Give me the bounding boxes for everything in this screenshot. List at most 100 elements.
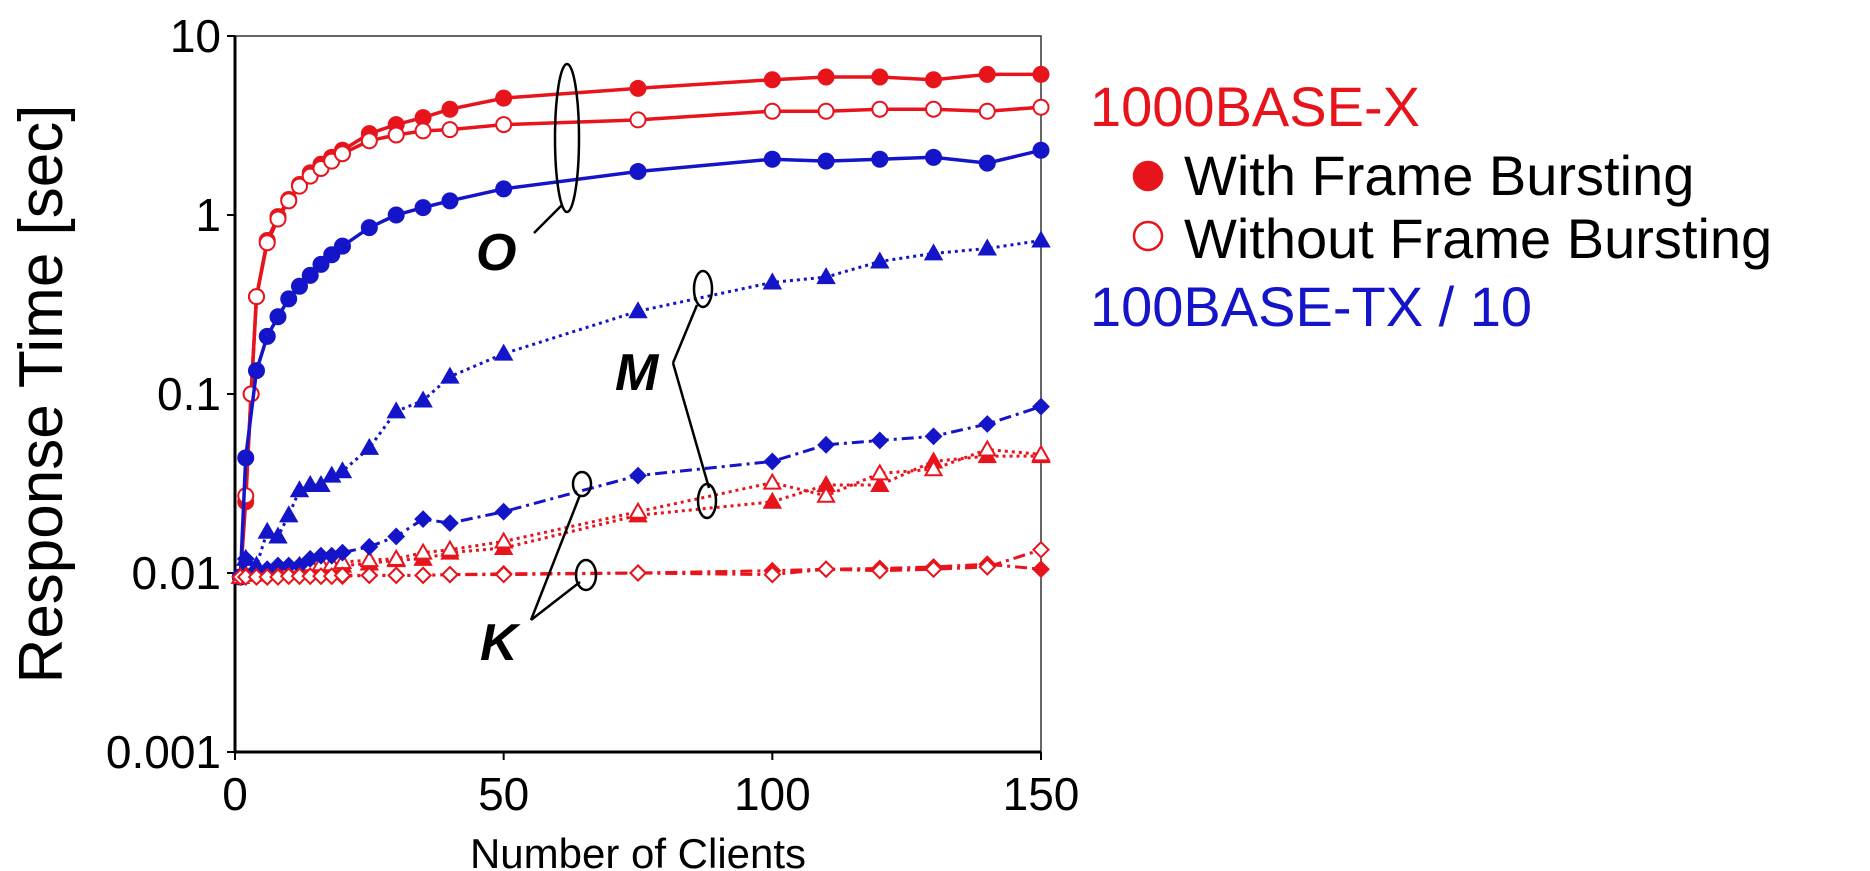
data-point-diamond bbox=[763, 452, 782, 471]
annotation-label-K: K bbox=[480, 614, 521, 672]
data-point-circle bbox=[763, 102, 781, 120]
legend-group-1000base-x: 1000BASE-X bbox=[1090, 75, 1420, 138]
data-point-circle bbox=[817, 152, 835, 170]
data-point-diamond bbox=[629, 564, 647, 582]
data-point-diamond bbox=[817, 435, 835, 454]
data-point-diamond bbox=[387, 527, 406, 546]
data-point-circle bbox=[1032, 65, 1050, 83]
annotation-label-M: M bbox=[615, 344, 660, 402]
data-point-circle bbox=[629, 79, 647, 97]
data-point-triangle bbox=[386, 548, 406, 566]
data-point-circle bbox=[925, 148, 943, 166]
data-point-circle bbox=[237, 449, 255, 467]
data-point-circle bbox=[629, 162, 647, 180]
data-point-circle bbox=[871, 150, 889, 168]
y-axis-title: Response Time [sec] bbox=[7, 105, 76, 684]
data-point-circle bbox=[312, 255, 330, 273]
data-point-circle bbox=[763, 150, 781, 168]
legend-with-frame-bursting: With Frame Bursting bbox=[1184, 144, 1694, 207]
data-point-circle bbox=[280, 192, 298, 210]
data-point-circle bbox=[441, 100, 459, 118]
series-K-red-diamond-hollow bbox=[231, 540, 1050, 586]
series-O-blue-circle-filled bbox=[231, 141, 1050, 586]
y-axis-ticks: 0.001 0.01 0.1 1 10 bbox=[106, 10, 235, 778]
callout-leader-line bbox=[533, 204, 563, 234]
x-tick-label: 150 bbox=[1003, 768, 1080, 820]
data-point-diamond bbox=[763, 565, 782, 584]
data-point-diamond bbox=[1032, 540, 1050, 559]
y-tick-label: 0.1 bbox=[157, 368, 221, 420]
data-point-diamond bbox=[978, 415, 997, 433]
data-point-triangle bbox=[413, 542, 433, 560]
data-point-circle bbox=[925, 100, 943, 118]
data-point-circle bbox=[290, 177, 308, 195]
data-point-circle bbox=[269, 210, 287, 228]
data-point-diamond bbox=[441, 565, 459, 584]
data-point-diamond bbox=[629, 466, 647, 485]
callout-leader-line bbox=[529, 494, 582, 621]
data-point-triangle bbox=[870, 251, 890, 269]
x-axis-ticks: 0 50 100 150 bbox=[222, 752, 1079, 820]
data-point-circle bbox=[978, 65, 996, 83]
legend-hollow-circle-marker bbox=[1132, 220, 1164, 252]
legend-filled-circle-marker bbox=[1132, 160, 1164, 192]
data-point-triangle bbox=[628, 301, 648, 319]
series-K-blue-diamond-filled bbox=[231, 397, 1050, 586]
series-layer bbox=[230, 65, 1051, 586]
data-point-diamond bbox=[1032, 397, 1050, 416]
data-point-circle bbox=[247, 362, 265, 380]
data-point-triangle bbox=[493, 531, 514, 549]
data-point-circle bbox=[387, 206, 405, 224]
data-point-circle bbox=[323, 246, 341, 264]
data-point-triangle bbox=[977, 238, 997, 256]
data-point-circle bbox=[871, 100, 889, 118]
data-point-circle bbox=[301, 266, 319, 284]
data-point-triangle bbox=[311, 475, 331, 493]
data-point-diamond bbox=[360, 537, 379, 556]
data-point-circle bbox=[258, 234, 276, 252]
data-point-circle bbox=[360, 132, 378, 150]
data-point-circle bbox=[414, 199, 432, 217]
callout-leader-line bbox=[671, 362, 711, 489]
data-point-circle bbox=[290, 277, 308, 295]
data-point-circle bbox=[817, 102, 835, 120]
x-tick-label: 0 bbox=[222, 768, 248, 820]
data-point-triangle bbox=[762, 491, 783, 509]
data-point-triangle bbox=[762, 472, 783, 490]
data-point-diamond bbox=[236, 549, 255, 568]
data-point-circle bbox=[280, 290, 298, 308]
data-point-circle bbox=[495, 116, 513, 134]
data-point-circle bbox=[495, 180, 513, 198]
series-line bbox=[238, 105, 1042, 578]
data-point-diamond bbox=[360, 566, 379, 585]
series-line bbox=[238, 72, 1041, 578]
callout-ellipse bbox=[571, 470, 593, 498]
y-tick-label: 10 bbox=[170, 10, 221, 62]
data-point-circle bbox=[441, 192, 459, 210]
data-point-circle bbox=[978, 102, 996, 120]
data-point-triangle bbox=[279, 505, 299, 523]
series-O-red-circle-hollow bbox=[231, 98, 1050, 586]
data-point-diamond bbox=[870, 431, 889, 450]
legend-group-100base-tx: 100BASE-TX / 10 bbox=[1090, 275, 1532, 338]
data-point-triangle bbox=[870, 463, 890, 481]
x-tick-label: 50 bbox=[478, 768, 529, 820]
data-point-triangle bbox=[257, 521, 277, 539]
data-point-triangle bbox=[413, 390, 433, 408]
x-tick-label: 100 bbox=[734, 768, 811, 820]
data-point-circle bbox=[495, 89, 513, 107]
data-point-circle bbox=[925, 71, 943, 89]
data-point-diamond bbox=[924, 560, 943, 579]
data-point-circle bbox=[817, 68, 835, 86]
data-point-triangle bbox=[923, 459, 944, 477]
series-M-red-triangle-hollow bbox=[230, 439, 1051, 584]
data-point-triangle bbox=[332, 461, 353, 479]
data-point-diamond bbox=[333, 566, 352, 585]
data-point-circle bbox=[258, 327, 276, 345]
data-point-triangle bbox=[359, 437, 380, 455]
data-point-diamond bbox=[387, 566, 406, 585]
data-point-triangle bbox=[816, 485, 836, 503]
data-point-circle bbox=[242, 385, 260, 403]
annotation-layer: O M K bbox=[476, 62, 718, 672]
